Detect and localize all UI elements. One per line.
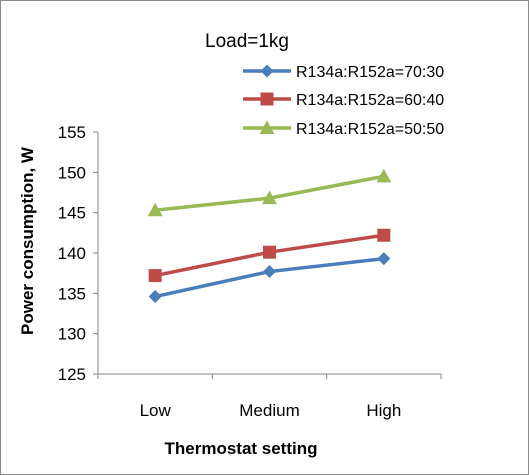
data-point [147, 202, 163, 217]
x-tick-label: Medium [239, 401, 299, 420]
x-axis-title: Thermostat setting [164, 439, 317, 458]
data-point [263, 245, 276, 259]
y-tick-label: 140 [58, 244, 86, 263]
legend-item: R134a:R152a=60:40 [243, 92, 444, 109]
data-point [377, 228, 391, 242]
series-3 [147, 168, 392, 217]
x-tick-label: High [366, 401, 401, 420]
y-tick-label: 125 [58, 365, 86, 384]
legend-swatch-marker [260, 92, 274, 106]
legend-item: R134a:R152a=50:50 [243, 120, 444, 138]
y-tick-label: 135 [58, 284, 86, 303]
legend-label: R134a:R152a=50:50 [296, 121, 444, 138]
y-tick-labels: 125 130 135 140 145 150 155 [58, 123, 86, 384]
y-tick-label: 150 [58, 163, 86, 182]
y-tick-label: 155 [58, 123, 86, 142]
legend-swatch-marker [259, 120, 275, 134]
data-point [377, 252, 391, 266]
y-axis-title: Power consumption, W [18, 146, 37, 335]
y-tick-label: 145 [58, 204, 86, 223]
series-1 [148, 252, 391, 304]
y-tick-label: 130 [58, 325, 86, 344]
series-group [147, 168, 392, 304]
series-2 [148, 228, 391, 283]
legend-swatch-marker [260, 64, 274, 78]
legend-label: R134a:R152a=70:30 [296, 64, 444, 81]
x-tick-label: Low [140, 401, 172, 420]
data-point [263, 265, 276, 279]
data-point [148, 269, 162, 283]
data-point [376, 168, 392, 183]
x-tick-labels: Low Medium High [140, 401, 402, 420]
legend-label: R134a:R152a=60:40 [296, 92, 444, 109]
data-point [148, 290, 162, 304]
legend: R134a:R152a=70:30 R134a:R152a=60:40 R134a:… [243, 64, 444, 138]
chart-annotation: Load=1kg [205, 31, 289, 52]
data-point [262, 190, 277, 205]
axes [93, 131, 442, 379]
legend-item: R134a:R152a=70:30 [243, 64, 444, 81]
